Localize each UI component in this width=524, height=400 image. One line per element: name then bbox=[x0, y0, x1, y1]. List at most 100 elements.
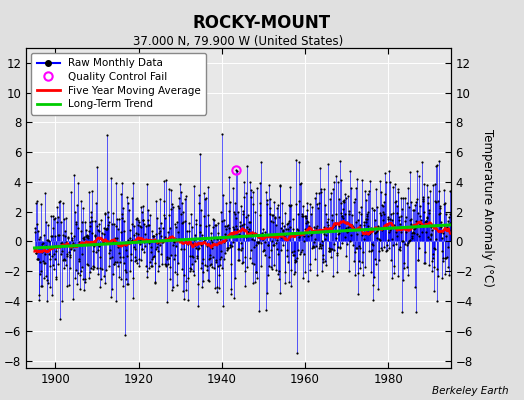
Point bbox=[176, 189, 184, 195]
Point bbox=[412, 168, 421, 175]
Point bbox=[262, 307, 270, 313]
Point bbox=[339, 213, 347, 219]
Point bbox=[83, 232, 91, 238]
Point bbox=[177, 246, 185, 252]
Point bbox=[92, 200, 100, 206]
Point bbox=[439, 258, 447, 264]
Point bbox=[349, 224, 357, 230]
Point bbox=[295, 234, 303, 240]
Point bbox=[183, 239, 192, 246]
Point bbox=[241, 254, 249, 260]
Point bbox=[162, 262, 170, 268]
Point bbox=[347, 221, 356, 228]
Point bbox=[231, 211, 239, 217]
Point bbox=[80, 287, 88, 293]
Point bbox=[320, 231, 328, 237]
Point bbox=[185, 265, 194, 271]
Point bbox=[435, 202, 444, 209]
Point bbox=[136, 240, 144, 247]
Point bbox=[282, 236, 290, 243]
Point bbox=[345, 211, 354, 218]
Point bbox=[326, 196, 334, 203]
Point bbox=[113, 235, 121, 242]
Point bbox=[217, 254, 226, 260]
Point bbox=[191, 258, 199, 264]
Point bbox=[297, 211, 305, 217]
Point bbox=[393, 210, 401, 216]
Point bbox=[178, 200, 186, 206]
Point bbox=[166, 276, 174, 282]
Point bbox=[186, 268, 194, 275]
Point bbox=[406, 217, 414, 223]
Point bbox=[190, 272, 198, 278]
Point bbox=[152, 198, 160, 204]
Point bbox=[210, 235, 219, 241]
Point bbox=[418, 198, 427, 204]
Point bbox=[128, 221, 136, 228]
Point bbox=[265, 254, 273, 260]
Point bbox=[78, 250, 86, 257]
Point bbox=[193, 254, 201, 261]
Point bbox=[168, 242, 177, 248]
Point bbox=[321, 258, 329, 265]
Point bbox=[337, 213, 346, 219]
Point bbox=[213, 230, 222, 236]
Point bbox=[299, 251, 308, 258]
Point bbox=[421, 248, 430, 255]
Point bbox=[132, 216, 140, 222]
Point bbox=[86, 219, 94, 225]
Point bbox=[298, 213, 307, 219]
Point bbox=[38, 249, 46, 255]
Point bbox=[355, 243, 363, 250]
Point bbox=[273, 246, 281, 252]
Point bbox=[315, 165, 324, 172]
Point bbox=[184, 220, 193, 226]
Point bbox=[154, 268, 162, 274]
Point bbox=[411, 284, 419, 290]
Point bbox=[369, 297, 377, 304]
Point bbox=[151, 245, 160, 252]
Point bbox=[112, 180, 120, 186]
Point bbox=[157, 233, 166, 239]
Point bbox=[293, 226, 301, 232]
Point bbox=[333, 230, 342, 237]
Point bbox=[172, 224, 181, 230]
Point bbox=[219, 303, 227, 309]
Point bbox=[385, 229, 393, 235]
Point bbox=[187, 211, 195, 218]
Point bbox=[70, 233, 79, 240]
Point bbox=[166, 225, 174, 231]
Point bbox=[440, 222, 448, 228]
Point bbox=[352, 245, 360, 251]
Point bbox=[133, 231, 141, 238]
Point bbox=[211, 285, 219, 291]
Point bbox=[115, 274, 123, 281]
Point bbox=[170, 238, 179, 244]
Point bbox=[230, 295, 238, 302]
Point bbox=[361, 188, 369, 194]
Point bbox=[254, 239, 262, 245]
Point bbox=[64, 242, 73, 248]
Point bbox=[391, 180, 399, 187]
Point bbox=[293, 255, 302, 262]
Point bbox=[340, 190, 348, 197]
Point bbox=[423, 214, 432, 221]
Point bbox=[111, 234, 119, 241]
Point bbox=[90, 243, 99, 250]
Point bbox=[249, 280, 257, 286]
Point bbox=[100, 231, 108, 237]
Point bbox=[423, 234, 432, 240]
Point bbox=[263, 290, 271, 297]
Point bbox=[101, 210, 109, 216]
Point bbox=[103, 224, 112, 231]
Point bbox=[276, 290, 284, 296]
Point bbox=[264, 242, 272, 248]
Point bbox=[119, 260, 128, 267]
Point bbox=[32, 249, 40, 256]
Point bbox=[300, 238, 308, 244]
Point bbox=[297, 180, 305, 186]
Point bbox=[77, 228, 85, 234]
Point bbox=[195, 222, 204, 228]
Point bbox=[334, 179, 342, 185]
Point bbox=[440, 187, 448, 194]
